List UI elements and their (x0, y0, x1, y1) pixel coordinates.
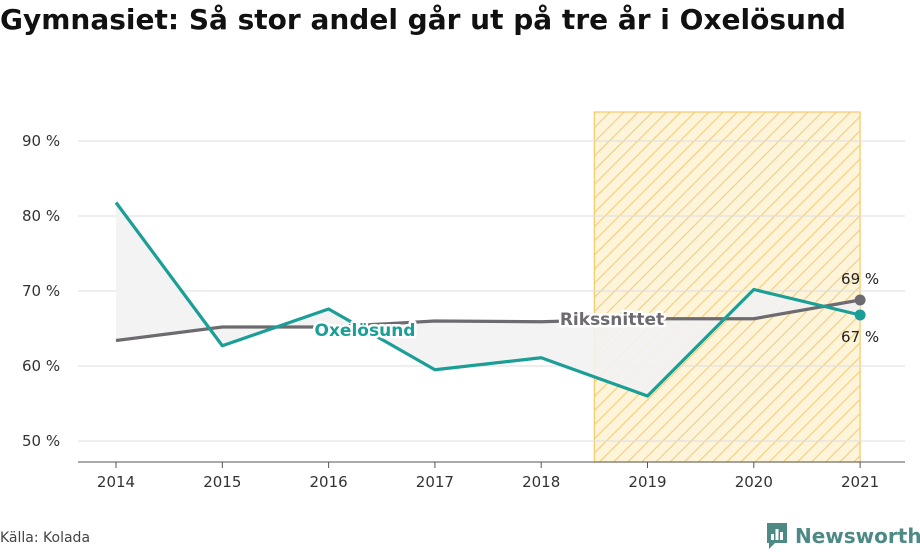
series-endpoint (854, 309, 866, 321)
x-tick-label: 2018 (522, 473, 560, 491)
y-tick-label: 80 % (22, 207, 60, 225)
end-value-label: 69 % (841, 270, 879, 288)
series-gap-area (116, 202, 861, 396)
y-tick-label: 60 % (22, 357, 60, 375)
brand-logo: Newsworthy (765, 521, 920, 551)
highlight-period (593, 111, 861, 463)
y-tick-label: 90 % (22, 132, 60, 150)
x-tick-label: 2016 (310, 473, 348, 491)
series-label-rikssnittet: Rikssnittet (560, 310, 664, 330)
x-tick-label: 2017 (416, 473, 454, 491)
source-note: Källa: Kolada (0, 530, 91, 546)
y-tick-label: 50 % (22, 432, 60, 450)
x-tick-label: 2015 (203, 473, 241, 491)
x-tick-label: 2019 (628, 473, 666, 491)
brand-name: Newsworthy (795, 524, 920, 548)
series-line-oxelösund (114, 201, 861, 398)
line-chart: 50 % 60 % 70 % 80 % 90 % 2014 2015 2016 2017 2018… (22, 111, 905, 491)
x-tick-label: 2014 (97, 473, 135, 491)
y-tick-label: 70 % (22, 282, 60, 300)
series-line-rikssnittet (115, 298, 861, 343)
chart-icon (767, 523, 787, 549)
series-endpoint (854, 294, 866, 306)
x-tick-label: 2020 (735, 473, 773, 491)
end-value-label: 67 % (841, 328, 879, 346)
chart-title: Gymnasiet: Så stor andel går ut på tre å… (0, 3, 846, 36)
series-label-oxelösund: Oxelösund (315, 321, 416, 341)
x-tick-label: 2021 (841, 473, 879, 491)
